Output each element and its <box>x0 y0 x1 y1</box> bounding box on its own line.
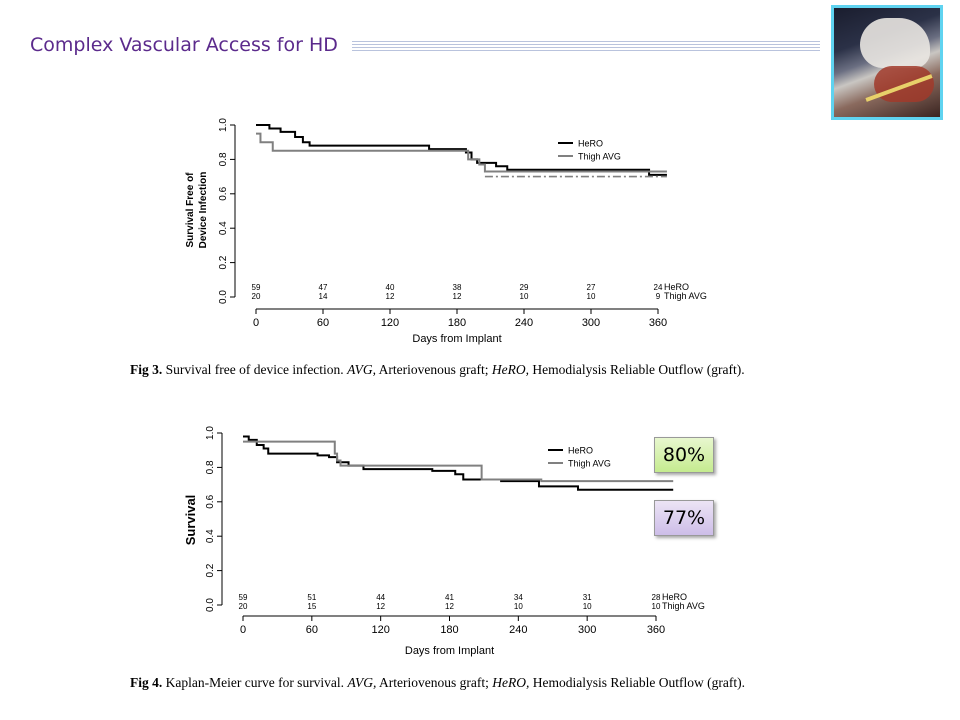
chart1-risk-row-label: Thigh AVG <box>664 291 707 301</box>
chart1-risk-row-label: HeRO <box>664 282 689 292</box>
chart2-y-tick-label: 0.8 <box>205 460 216 474</box>
chart2-risk-value: 10 <box>583 602 592 611</box>
chart1-y-axis-label: Survival Free of <box>185 172 196 248</box>
chart1-risk-value: 20 <box>252 292 261 301</box>
caption-fig4-def2: Hemodialysis Reliable Outflow (graft). <box>532 675 745 690</box>
chart2-x-axis-label: Days from Implant <box>405 645 494 657</box>
chart1-x-axis-label: Days from Implant <box>412 333 501 345</box>
chart2-legend-label-1: Thigh AVG <box>568 459 611 469</box>
chart2-x-tick-label: 360 <box>647 624 665 636</box>
caption-fig3: Fig 3. Survival free of device infection… <box>130 362 745 378</box>
caption-fig4: Fig 4. Kaplan-Meier curve for survival. … <box>130 675 745 691</box>
chart2-risk-row-label: Thigh AVG <box>662 601 705 611</box>
chart2-y-tick-label: 0.4 <box>205 529 216 543</box>
chart1-x-tick-label: 300 <box>582 317 600 329</box>
chart2-risk-value: 20 <box>239 602 248 611</box>
chart2-y-tick-label: 0.6 <box>205 494 216 508</box>
caption-fig4-label: Fig 4. <box>130 675 163 690</box>
chart1-x-tick-label: 0 <box>253 317 259 329</box>
chart1-risk-value: 47 <box>319 283 328 292</box>
chart2-risk-value: 41 <box>445 593 454 602</box>
chart1-y-tick-label: 0.6 <box>218 186 229 200</box>
chart2-risk-value: 28 <box>652 593 661 602</box>
slide-title: Complex Vascular Access for HD <box>30 34 338 56</box>
caption-fig3-def2: Hemodialysis Reliable Outflow (graft). <box>532 362 745 377</box>
chart1-y-tick-label: 0.2 <box>218 255 229 269</box>
chart2-x-tick-label: 0 <box>240 624 246 636</box>
chart2-risk-value: 59 <box>239 593 248 602</box>
caption-fig3-def1: Arteriovenous graft; <box>378 362 489 377</box>
chart1-x-tick-label: 180 <box>448 317 466 329</box>
caption-fig3-abbr2: HeRO, <box>491 362 529 377</box>
chart1-risk-value: 24 <box>654 283 663 292</box>
chart1-risk-value: 27 <box>587 283 596 292</box>
chart2-y-tick-label: 0.2 <box>205 563 216 577</box>
chart2-x-tick-label: 180 <box>440 624 458 636</box>
chart1-risk-value: 59 <box>252 283 261 292</box>
chart1-risk-value: 9 <box>656 292 661 301</box>
chart1-x-tick-label: 240 <box>515 317 533 329</box>
caption-fig3-label: Fig 3. <box>130 362 163 377</box>
chart2-risk-value: 10 <box>514 602 523 611</box>
chart1-y-tick-label: 0.4 <box>218 221 229 235</box>
chart2-x-tick-label: 120 <box>371 624 389 636</box>
chart2-risk-value: 31 <box>583 593 592 602</box>
caption-fig4-lead: Kaplan-Meier curve for survival. <box>165 675 345 690</box>
chart2-risk-value: 12 <box>376 602 385 611</box>
chart2-x-tick-label: 60 <box>306 624 318 636</box>
chart2-x-tick-label: 300 <box>578 624 596 636</box>
chart1-risk-value: 10 <box>520 292 529 301</box>
chart1-risk-value: 40 <box>386 283 395 292</box>
chart1-risk-value: 10 <box>587 292 596 301</box>
caption-fig3-lead: Survival free of device infection. <box>165 362 344 377</box>
caption-fig3-abbr1: AVG, <box>347 362 377 377</box>
chart1-x-tick-label: 360 <box>649 317 667 329</box>
chart2-x-tick-label: 240 <box>509 624 527 636</box>
chart2-risk-value: 15 <box>307 602 316 611</box>
chart1-risk-value: 29 <box>520 283 529 292</box>
chart2-risk-value: 12 <box>445 602 454 611</box>
chart2-risk-value: 51 <box>307 593 316 602</box>
chart1-y-tick-label: 1.0 <box>218 118 229 132</box>
chart1-y-axis-label: Device Infection <box>198 172 209 249</box>
chart2-legend-label-0: HeRO <box>568 446 593 456</box>
caption-fig4-abbr2: HeRO, <box>492 675 530 690</box>
chart1-x-tick-label: 120 <box>381 317 399 329</box>
chart2-risk-value: 34 <box>514 593 523 602</box>
chart1-legend-label-0: HeRO <box>578 139 603 149</box>
chart2-risk-value: 44 <box>376 593 385 602</box>
chart1-y-tick-label: 0.0 <box>218 290 229 304</box>
surgery-photo <box>831 5 943 120</box>
chart1-x-tick-label: 60 <box>317 317 329 329</box>
chart1-legend-label-1: Thigh AVG <box>578 152 621 162</box>
caption-fig4-abbr1: AVG, <box>347 675 377 690</box>
chart2-risk-value: 10 <box>652 602 661 611</box>
chart2-y-tick-label: 1.0 <box>205 426 216 440</box>
chart1-y-tick-label: 0.8 <box>218 152 229 166</box>
caption-fig4-def1: Arteriovenous graft; <box>379 675 489 690</box>
hero-survival-badge: 80% <box>654 437 714 473</box>
chart1-series-1 <box>256 132 667 173</box>
chart1-risk-value: 38 <box>453 283 462 292</box>
chart1-risk-value: 14 <box>319 292 328 301</box>
chart2-series-1 <box>243 440 674 483</box>
chart1-risk-value: 12 <box>386 292 395 301</box>
glove-shape <box>860 18 930 68</box>
title-rule <box>352 41 820 52</box>
chart2-risk-row-label: HeRO <box>662 592 687 602</box>
chart1-risk-value: 12 <box>453 292 462 301</box>
chart1-series-0 <box>256 124 667 176</box>
avg-survival-badge: 77% <box>654 500 714 536</box>
chart2-y-axis-label: Survival <box>183 495 198 546</box>
chart2-y-tick-label: 0.0 <box>205 598 216 612</box>
